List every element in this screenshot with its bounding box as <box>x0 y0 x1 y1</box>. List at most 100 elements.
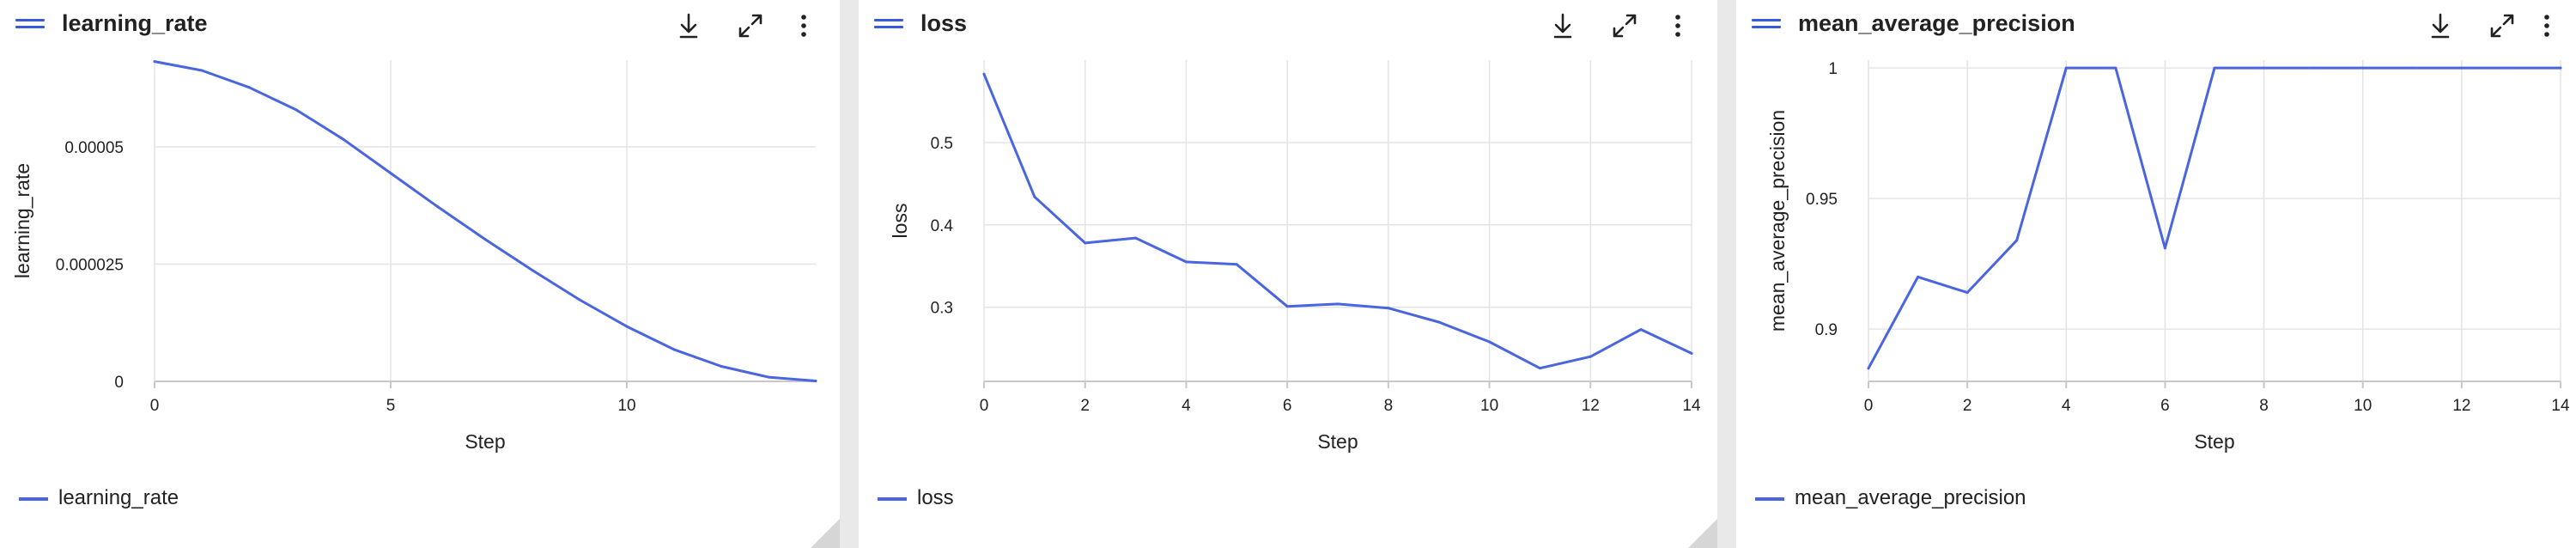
x-tick-label: 4 <box>2062 397 2071 415</box>
x-tick-label: 10 <box>617 397 635 415</box>
data-point <box>200 69 204 72</box>
drag-handle-icon[interactable] <box>874 19 903 29</box>
legend-swatch <box>1755 497 1784 501</box>
data-point <box>625 325 629 328</box>
y-tick-label: 0.4 <box>931 217 954 235</box>
y-tick-label: 1 <box>1828 60 1838 78</box>
data-point <box>1134 236 1138 240</box>
x-tick-label: 6 <box>1283 397 1292 415</box>
data-point <box>814 379 817 382</box>
data-point <box>531 269 534 272</box>
chart-card-loss: loss 0 2 4 6 8 10 12 14 0.3 0.4 0.5 Step loss loss <box>859 0 1717 548</box>
card-title: learning_rate <box>62 10 208 36</box>
y-tick-label: 0.5 <box>931 135 953 153</box>
data-point <box>2410 66 2414 70</box>
legend-swatch <box>878 497 907 501</box>
more-vertical-icon[interactable] <box>1661 9 1695 43</box>
x-tick-label: 5 <box>386 397 396 415</box>
data-point <box>483 238 487 241</box>
data-point <box>342 137 345 141</box>
more-vertical-icon[interactable] <box>2530 9 2564 43</box>
x-tick-label: 2 <box>1963 397 1972 415</box>
data-point <box>1387 307 1390 310</box>
series-line <box>153 60 817 382</box>
download-icon[interactable] <box>671 9 706 43</box>
chart-card-learning-rate: learning_rate 0 5 10 0 0.000025 0.00005 Step le… <box>0 0 840 548</box>
y-tick-label: 0.00005 <box>64 139 124 157</box>
x-tick-label: 0 <box>980 397 989 415</box>
line-chart-loss: 0 2 4 6 8 10 12 14 0.3 0.4 0.5 Step loss <box>889 60 1701 453</box>
data-point <box>2015 239 2019 242</box>
line-chart-learning-rate: 0 5 10 0 0.000025 0.00005 Step learning_rate <box>11 60 817 453</box>
data-point <box>2163 247 2166 250</box>
x-tick-label: 10 <box>2354 397 2372 415</box>
card-header: loss <box>859 0 1717 52</box>
data-point <box>1690 351 1693 355</box>
y-axis-title: mean_average_precision <box>1766 110 1789 332</box>
card-title: loss <box>920 10 968 36</box>
data-point <box>1639 328 1643 332</box>
data-point <box>2312 66 2315 70</box>
card-title: mean_average_precision <box>1798 10 2075 36</box>
series-line <box>1867 66 2562 370</box>
data-point <box>1589 355 1592 358</box>
y-axis-title: loss <box>889 204 911 239</box>
x-tick-label: 4 <box>1182 397 1191 415</box>
data-point <box>2064 66 2068 70</box>
data-point <box>1235 263 1238 266</box>
resize-handle-icon[interactable] <box>811 519 840 548</box>
x-axis-title: Step <box>2194 430 2234 453</box>
x-axis-title: Step <box>1317 430 1358 453</box>
data-point <box>1867 367 1870 370</box>
resize-handle-icon[interactable] <box>1688 519 1717 548</box>
x-tick-label: 12 <box>1582 397 1600 415</box>
legend-swatch <box>19 497 48 501</box>
x-tick-label: 8 <box>2259 397 2269 415</box>
x-axis-title: Step <box>465 430 505 453</box>
legend-label: learning_rate <box>58 486 179 509</box>
data-point <box>2213 66 2216 70</box>
legend-label: loss <box>917 486 954 509</box>
data-point <box>767 375 770 379</box>
x-tick-label: 14 <box>2551 397 2570 415</box>
y-tick-label: 0.9 <box>1815 321 1838 339</box>
data-point <box>982 72 986 76</box>
x-tick-label: 2 <box>1080 397 1090 415</box>
more-vertical-icon[interactable] <box>787 9 821 43</box>
data-point <box>1184 260 1188 264</box>
download-icon[interactable] <box>2423 9 2458 43</box>
chart-card-mean-average-precision: mean_average_precision 0 2 4 6 8 10 12 14 0.9 0.9… <box>1736 0 2576 548</box>
expand-icon[interactable] <box>733 9 768 43</box>
data-point <box>2114 66 2117 70</box>
expand-icon[interactable] <box>1607 9 1642 43</box>
data-point <box>1538 367 1541 370</box>
x-tick-label: 10 <box>1480 397 1498 415</box>
data-point <box>1917 275 1920 278</box>
data-point <box>247 86 251 89</box>
data-point <box>1965 291 1969 295</box>
data-point <box>720 365 723 368</box>
x-tick-label: 8 <box>1384 397 1394 415</box>
line-chart-mean-average-precision: 0 2 4 6 8 10 12 14 0.9 0.95 1 Step mean_average_prec… <box>1766 60 2570 453</box>
y-tick-label: 0.95 <box>1806 191 1838 209</box>
download-icon[interactable] <box>1546 9 1580 43</box>
legend-label: mean_average_precision <box>1795 486 2026 509</box>
x-tick-label: 0 <box>1864 397 1874 415</box>
x-tick-label: 6 <box>2160 397 2170 415</box>
card-header: mean_average_precision <box>1736 0 2576 52</box>
data-point <box>1488 340 1492 344</box>
data-point <box>672 348 676 351</box>
data-point <box>436 205 440 209</box>
expand-icon[interactable] <box>2485 9 2519 43</box>
data-point <box>578 298 581 301</box>
drag-handle-icon[interactable] <box>1752 19 1781 29</box>
data-point <box>153 60 156 64</box>
x-tick-label: 12 <box>2452 397 2470 415</box>
x-tick-label: 0 <box>150 397 160 415</box>
drag-handle-icon[interactable] <box>15 19 45 29</box>
data-point <box>295 108 298 112</box>
data-point <box>1437 320 1441 324</box>
data-point <box>1285 305 1289 308</box>
data-point <box>2559 66 2562 70</box>
